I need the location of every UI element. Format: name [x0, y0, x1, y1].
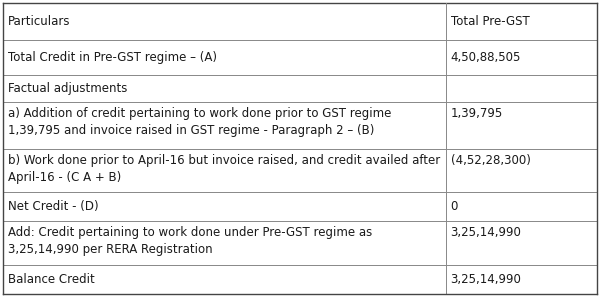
Text: Add: Credit pertaining to work done under Pre-GST regime as
3,25,14,990 per RERA: Add: Credit pertaining to work done unde…: [8, 226, 372, 256]
Text: 3,25,14,990: 3,25,14,990: [451, 226, 521, 239]
Text: 1,39,795: 1,39,795: [451, 107, 503, 120]
Text: Particulars: Particulars: [8, 15, 71, 28]
Text: Factual adjustments: Factual adjustments: [8, 82, 127, 95]
Text: Total Pre-GST: Total Pre-GST: [451, 15, 529, 28]
Text: (4,52,28,300): (4,52,28,300): [451, 154, 530, 168]
Text: Balance Credit: Balance Credit: [8, 273, 95, 286]
Text: Net Credit - (D): Net Credit - (D): [8, 200, 98, 213]
Text: 0: 0: [451, 200, 458, 213]
Text: Total Credit in Pre-GST regime – (A): Total Credit in Pre-GST regime – (A): [8, 51, 217, 64]
Text: a) Addition of credit pertaining to work done prior to GST regime
1,39,795 and i: a) Addition of credit pertaining to work…: [8, 107, 391, 137]
Text: b) Work done prior to April-16 but invoice raised, and credit availed after
Apri: b) Work done prior to April-16 but invoi…: [8, 154, 440, 184]
Text: 4,50,88,505: 4,50,88,505: [451, 51, 521, 64]
Text: 3,25,14,990: 3,25,14,990: [451, 273, 521, 286]
